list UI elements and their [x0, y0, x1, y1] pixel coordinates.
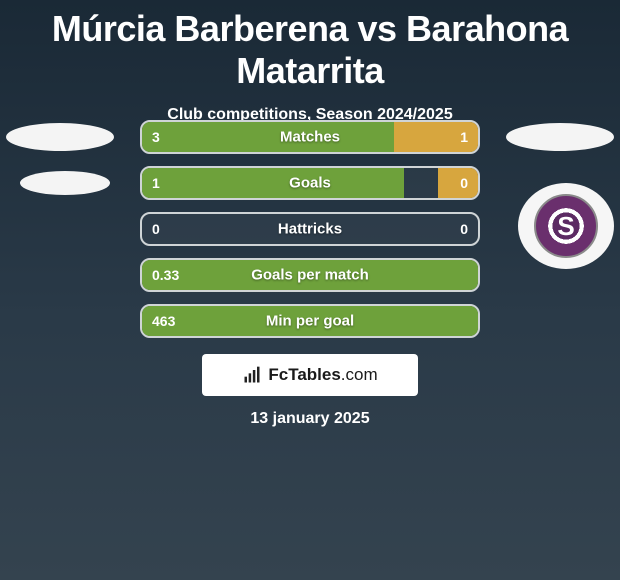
- player-left-badge: [20, 171, 110, 195]
- player-right-badge: [506, 123, 614, 151]
- date-label: 13 january 2025: [0, 410, 620, 428]
- stat-row: 0.33 Goals per match: [0, 258, 620, 292]
- stat-bar: 3 Matches 1: [140, 120, 480, 154]
- ellipse-placeholder: [6, 123, 114, 151]
- stat-row: 1 Goals 0 S: [0, 166, 620, 200]
- stat-right-value: 0: [460, 221, 468, 237]
- stat-row: 3 Matches 1: [0, 120, 620, 154]
- player-left-badge: [6, 123, 114, 151]
- stat-bar: 0.33 Goals per match: [140, 258, 480, 292]
- bar-left-fill: [142, 306, 478, 336]
- brand-name: FcTables.com: [268, 365, 377, 385]
- brand-name-main: FcTables: [268, 365, 340, 384]
- stat-rows: 3 Matches 1 1 Goals 0 S: [0, 120, 620, 350]
- ellipse-placeholder: [20, 171, 110, 195]
- stat-left-value: 0: [152, 221, 160, 237]
- brand-name-suffix: .com: [341, 365, 378, 384]
- stat-bar: 463 Min per goal: [140, 304, 480, 338]
- bar-right-fill: [438, 168, 478, 198]
- bar-left-fill: [142, 122, 394, 152]
- page-title: Múrcia Barberena vs Barahona Matarrita: [0, 0, 620, 92]
- bar-left-fill: [142, 168, 404, 198]
- ellipse-placeholder: [506, 123, 614, 151]
- bar-chart-icon: [242, 365, 262, 385]
- stat-row: 463 Min per goal: [0, 304, 620, 338]
- bar-left-fill: [142, 260, 478, 290]
- stat-row: 0 Hattricks 0: [0, 212, 620, 246]
- comparison-infographic: Múrcia Barberena vs Barahona Matarrita C…: [0, 0, 620, 580]
- brand-box: FcTables.com: [202, 354, 418, 396]
- stat-bar: 0 Hattricks 0: [140, 212, 480, 246]
- bar-right-fill: [394, 122, 478, 152]
- stat-bar: 1 Goals 0: [140, 166, 480, 200]
- stat-label: Hattricks: [142, 221, 478, 238]
